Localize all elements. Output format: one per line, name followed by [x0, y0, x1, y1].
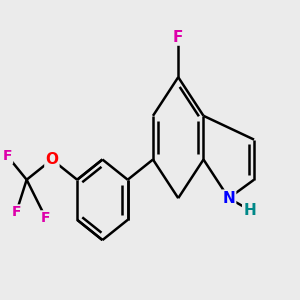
Text: F: F — [173, 30, 183, 45]
Text: F: F — [41, 212, 51, 225]
Text: O: O — [45, 152, 58, 167]
Text: F: F — [11, 206, 21, 219]
Text: N: N — [222, 191, 235, 206]
Text: F: F — [3, 149, 12, 163]
Text: H: H — [243, 202, 256, 217]
